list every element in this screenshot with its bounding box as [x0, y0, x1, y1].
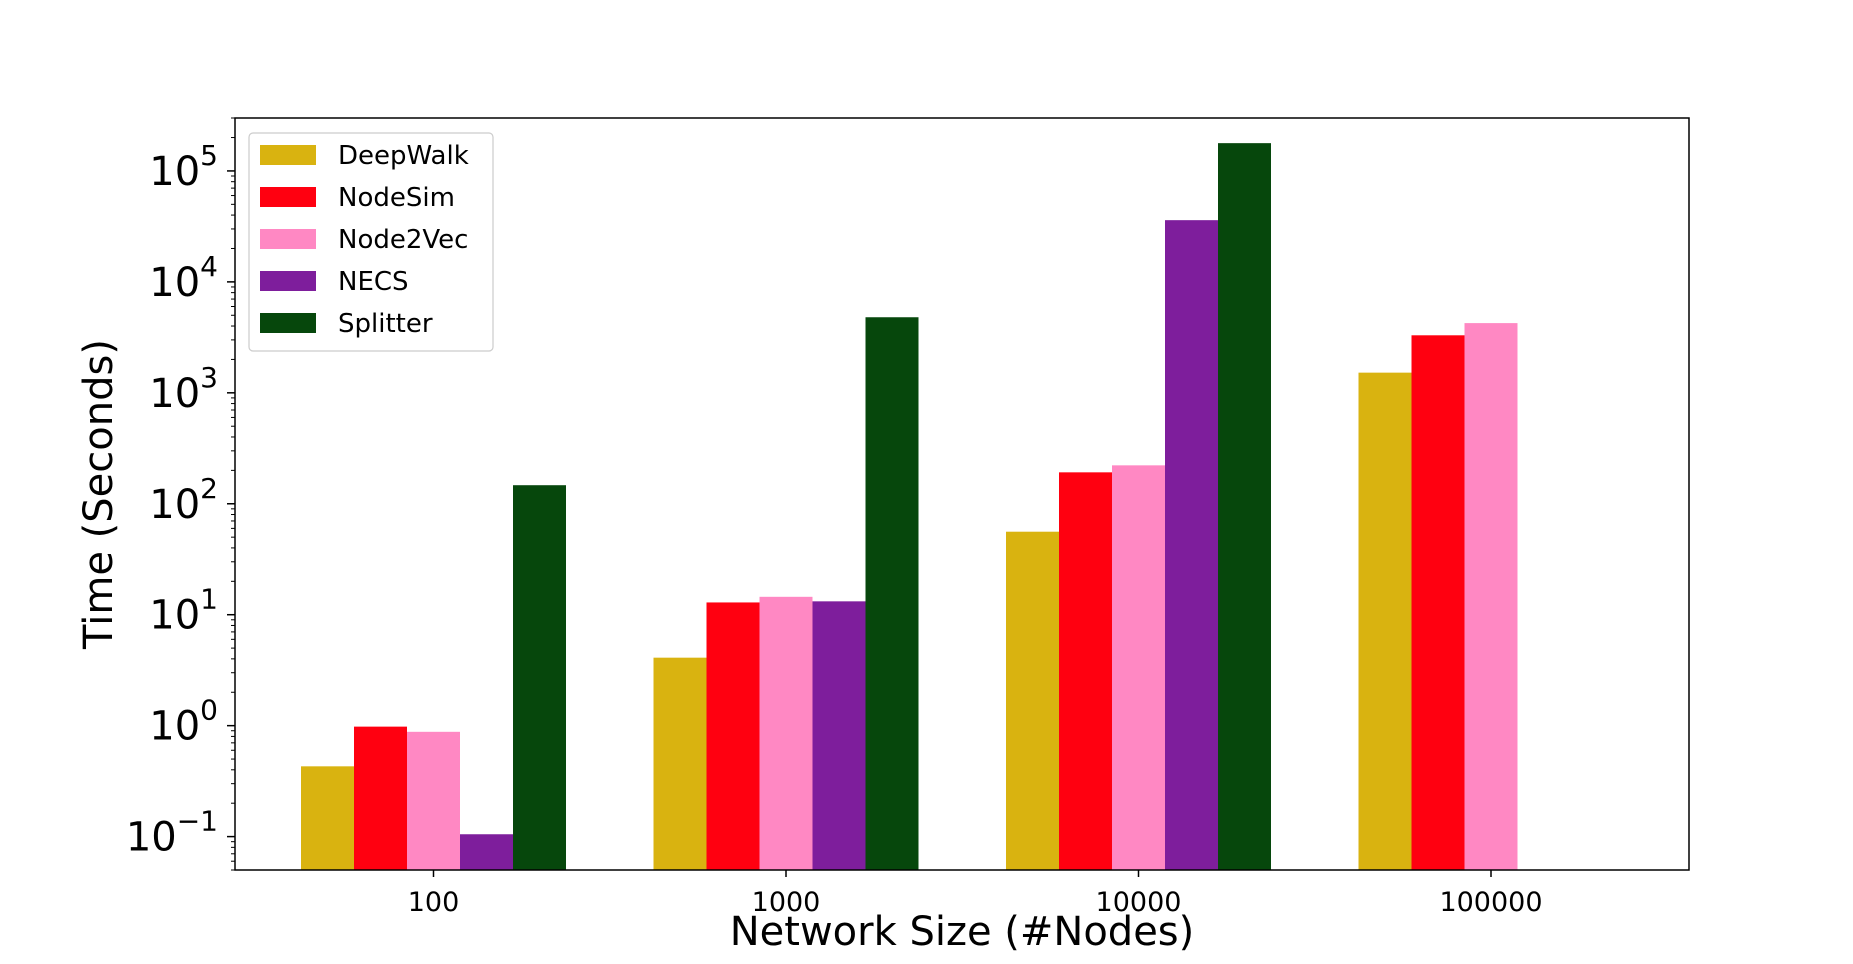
x-axis-title: Network Size (#Nodes) [730, 909, 1195, 955]
bar-splitter-1000 [865, 317, 919, 870]
legend-swatch-node2vec [260, 229, 316, 249]
plot-frame [234, 117, 1690, 871]
x-tick-label-100: 100 [408, 887, 460, 918]
bar-node2vec-100 [407, 731, 460, 870]
bar-splitter-10000 [1218, 143, 1271, 870]
bar-node2vec-10000 [1112, 465, 1165, 870]
bar-node2vec-100000 [1464, 323, 1518, 870]
legend-label-nodesim: NodeSim [338, 183, 455, 213]
bar-necs-10000 [1165, 220, 1218, 870]
x-tick-label-10000: 10000 [1096, 887, 1182, 918]
legend-swatch-splitter [260, 313, 316, 333]
y-tick-label: 10−1 [126, 805, 218, 861]
bar-nodesim-1000 [706, 602, 760, 870]
bar-necs-1000 [812, 601, 866, 870]
bar-node2vec-1000 [759, 596, 813, 870]
y-tick-label: 105 [149, 139, 218, 195]
y-tick-label: 100 [149, 694, 218, 750]
bar-deepwalk-10000 [1006, 531, 1059, 870]
legend: DeepWalk NodeSim Node2Vec NECS Splitter [248, 132, 494, 352]
bar-nodesim-10000 [1059, 472, 1112, 870]
legend-label-node2vec: Node2Vec [338, 225, 468, 255]
y-tick-label: 102 [149, 472, 218, 528]
x-tick-label-1000: 1000 [752, 887, 821, 918]
bar-deepwalk-1000 [653, 657, 707, 870]
legend-swatch-deepwalk [260, 145, 316, 165]
y-axis-title: Time (Seconds) [76, 339, 122, 650]
bar-necs-100 [460, 834, 513, 870]
bar-nodesim-100 [354, 726, 407, 870]
y-axis: 10−1 100 101 102 103 104 105 [126, 117, 235, 871]
legend-label-splitter: Splitter [338, 309, 433, 339]
legend-label-deepwalk: DeepWalk [338, 141, 469, 171]
x-axis: 100 1000 10000 100000 [408, 870, 1543, 918]
legend-swatch-nodesim [260, 187, 316, 207]
bar-nodesim-100000 [1411, 335, 1465, 870]
y-tick-label: 103 [149, 361, 218, 417]
bar-splitter-100 [513, 485, 566, 870]
legend-swatch-necs [260, 271, 316, 291]
bars-layer [301, 143, 1518, 870]
legend-label-necs: NECS [338, 267, 409, 297]
y-tick-label: 104 [149, 250, 218, 306]
bar-deepwalk-100 [301, 766, 354, 870]
x-tick-label-100000: 100000 [1439, 887, 1542, 918]
bar-deepwalk-100000 [1358, 372, 1412, 870]
y-tick-label: 101 [149, 583, 218, 639]
